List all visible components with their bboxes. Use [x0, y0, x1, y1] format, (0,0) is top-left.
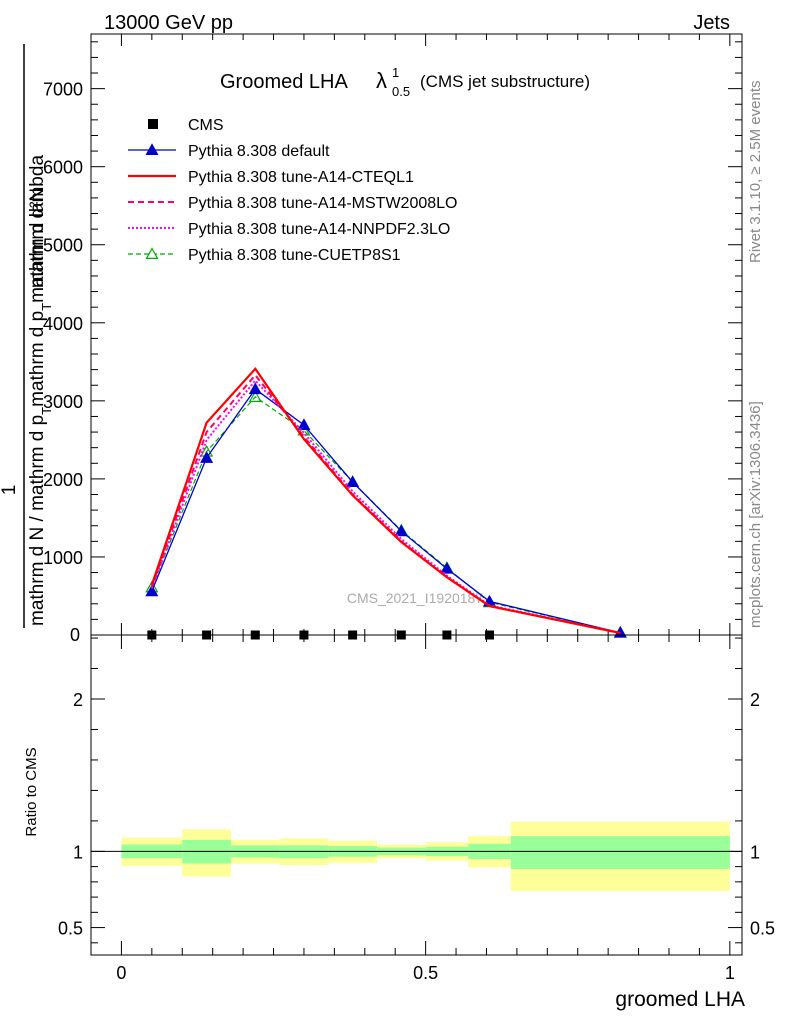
series-marker-default: [297, 418, 311, 431]
main-y-tick-label: 2000: [43, 470, 83, 490]
header-right: Jets: [693, 12, 730, 34]
legend-marker-default: [145, 143, 159, 155]
legend-label-cuetp: Pythia 8.308 tune-CUETP8S1: [188, 247, 401, 264]
legend-marker-cms: [148, 119, 158, 129]
main-y-tick-label: 1000: [43, 548, 83, 568]
title-symbol: λ: [376, 68, 387, 93]
ylabel-bottom-left: mathrm d N / mathrm d p: [27, 415, 48, 626]
ratio-y-label: Ratio to CMS: [23, 747, 40, 836]
chart-title: Groomed LHA λ 1 0.5 (CMS jet substructur…: [220, 65, 590, 99]
legend-label-cms: CMS: [188, 117, 224, 134]
legend-item-cteql1: Pythia 8.308 tune-A14-CTEQL1: [128, 169, 414, 186]
legend-label-nnpdf: Pythia 8.308 tune-A14-NNPDF2.3LO: [188, 221, 450, 238]
ratio-y-tick-label-left: 1: [73, 842, 83, 862]
legend-item-mstw: Pythia 8.308 tune-A14-MSTW2008LO: [128, 195, 457, 212]
ratio-x-tick-label: 1: [725, 963, 735, 983]
ratio-y-tick-label-right: 2: [750, 690, 760, 710]
series-marker-default: [346, 475, 360, 488]
ylabel-bottom-right: mathrm d p: [27, 311, 48, 407]
title-subscript: 0.5: [392, 84, 410, 99]
ratio-x-tick-label: 0.5: [413, 963, 438, 983]
ylabel-top: mathrm d²N: [27, 188, 48, 288]
series-marker-default: [145, 584, 159, 597]
title-superscript: 1: [392, 65, 399, 80]
main-y-tick-label: 7000: [43, 80, 83, 100]
ylabel-bottom: mathrm d N / mathrm d pTmathrm d pTmathr…: [27, 155, 54, 626]
title-text: Groomed LHA: [220, 71, 348, 93]
ratio-y-ticks: 0.5 0.5 1 1 2 2: [58, 637, 775, 944]
ratio-plot-panel: 0.5 0.51 12 2 0 0.5 1 Ratio to CMS groomed LH…: [23, 634, 775, 1011]
ratio-y-tick-label-left: 0.5: [58, 919, 83, 939]
main-y-axis-label: mathrm d²N 1 mathrm d N / mathrm d pTmat…: [0, 44, 54, 628]
ratio-x-tick-label: 0: [116, 963, 126, 983]
legend-label-default: Pythia 8.308 default: [188, 143, 330, 160]
main-y-tick-label: 4000: [43, 314, 83, 334]
ratio-band-inner: [510, 836, 730, 869]
ratio-y-tick-label-right: 1: [750, 842, 760, 862]
series-line-cteql1: [150, 367, 621, 635]
ylabel-bottom-end: mathrm d lambda: [27, 155, 48, 303]
series-marker-default: [200, 451, 214, 463]
main-plot-panel: 1000 2000 3000 4000 5000 6000 7000 0 CMS_2021_…: [0, 33, 743, 645]
header-left: 13000 GeV pp: [104, 12, 233, 34]
main-y-tick-label: 3000: [43, 392, 83, 412]
legend-item-default: Pythia 8.308 default: [128, 143, 330, 160]
ratio-x-ticks: 0 0.5 1: [116, 635, 735, 983]
main-y-ticks: 1000 2000 3000 4000 5000 6000 7000: [43, 34, 742, 635]
legend-item-nnpdf: Pythia 8.308 tune-A14-NNPDF2.3LO: [128, 221, 450, 238]
ratio-y-tick-label-left: 2: [73, 690, 83, 710]
ylabel-one: 1: [0, 485, 20, 496]
y-zero-label: 0: [70, 625, 80, 645]
series-marker-default: [440, 561, 454, 574]
series-marker-cuetp: [248, 390, 262, 402]
legend-label-mstw: Pythia 8.308 tune-A14-MSTW2008LO: [188, 195, 457, 212]
legend: CMS Pythia 8.308 default Pythia 8.308 tune…: [128, 117, 457, 264]
ylabel-bottom-sub: T: [39, 407, 54, 415]
series-marker-default: [394, 524, 408, 537]
ylabel-bottom-sub2: T: [39, 303, 54, 311]
title-suffix: (CMS jet substructure): [420, 72, 590, 91]
side-top-text: Rivet 3.1.10, ≥ 2.5M events: [747, 81, 764, 264]
legend-item-cms: CMS: [148, 117, 224, 134]
legend-marker-cuetp: [145, 247, 159, 259]
side-bottom-text: mcplots.cern.ch [arXiv:1306.3436]: [747, 401, 764, 628]
legend-item-cuetp: Pythia 8.308 tune-CUETP8S1: [128, 247, 401, 264]
main-y-tick-label: 5000: [43, 236, 83, 256]
ratio-plot-frame: [90, 634, 743, 956]
main-y-tick-label: 6000: [43, 158, 83, 178]
legend-label-cteql1: Pythia 8.308 tune-A14-CTEQL1: [188, 169, 414, 186]
ratio-bands: [121, 821, 730, 891]
watermark: CMS_2021_I1920187: [347, 590, 483, 606]
x-axis-label: groomed LHA: [615, 988, 745, 1011]
series-marker-default: [248, 382, 262, 395]
ratio-y-tick-label-right: 0.5: [750, 919, 775, 939]
